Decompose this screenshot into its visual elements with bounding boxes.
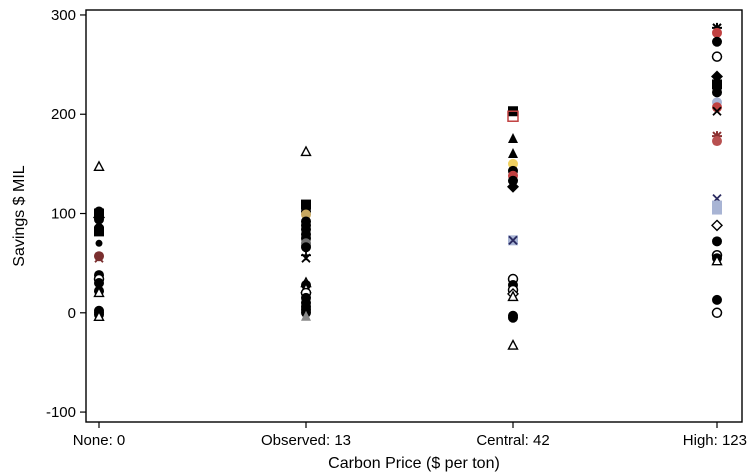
x-tick-label: Central: 42 — [476, 432, 549, 449]
x-tick-label: Observed: 13 — [261, 432, 351, 449]
data-point — [93, 310, 105, 321]
y-axis: -100 0 100 200 300 — [46, 7, 86, 421]
data-point — [300, 145, 312, 157]
data-point — [712, 294, 722, 305]
data-point — [711, 307, 723, 319]
data-point — [712, 204, 722, 215]
data-point — [508, 147, 518, 158]
data-point — [301, 209, 311, 220]
data-point — [711, 254, 723, 266]
data-point — [712, 27, 722, 38]
data-point — [93, 286, 105, 298]
y-axis-title: Savings $ MIL — [11, 165, 28, 266]
x-tick-label: None: 0 — [73, 432, 126, 449]
data-point — [301, 253, 311, 263]
data-point — [712, 79, 722, 90]
data-point — [711, 51, 723, 62]
y-tick-label: 300 — [51, 7, 76, 24]
y-tick-label: 200 — [51, 106, 76, 123]
data-point — [712, 87, 722, 98]
data-point — [507, 290, 519, 302]
data-point — [301, 242, 311, 253]
data-point — [712, 136, 722, 147]
y-tick-label: -100 — [46, 404, 76, 421]
data-point — [508, 133, 518, 144]
data-point — [712, 36, 722, 47]
data-point — [712, 236, 722, 247]
data-point — [711, 219, 723, 232]
data-point — [712, 106, 722, 116]
data-point — [93, 160, 105, 172]
data-point — [507, 110, 519, 122]
x-axis-title: Carbon Price ($ per ton) — [328, 455, 500, 472]
y-tick-label: 100 — [51, 206, 76, 223]
data-point — [508, 235, 518, 245]
data-point — [94, 251, 104, 262]
y-tick-label: 0 — [68, 305, 76, 322]
x-tick-label: High: 123 — [683, 432, 747, 449]
data-point — [301, 310, 311, 321]
data-points — [93, 22, 723, 350]
data-point — [507, 339, 519, 350]
data-point — [507, 180, 519, 193]
plot-area — [85, 9, 743, 423]
data-point — [94, 253, 104, 263]
data-point — [95, 239, 103, 247]
x-axis: None: 0 Observed: 13 Central: 42 High: 123 — [73, 422, 747, 449]
data-point — [94, 226, 104, 237]
data-point — [508, 312, 518, 323]
data-point — [508, 158, 518, 169]
